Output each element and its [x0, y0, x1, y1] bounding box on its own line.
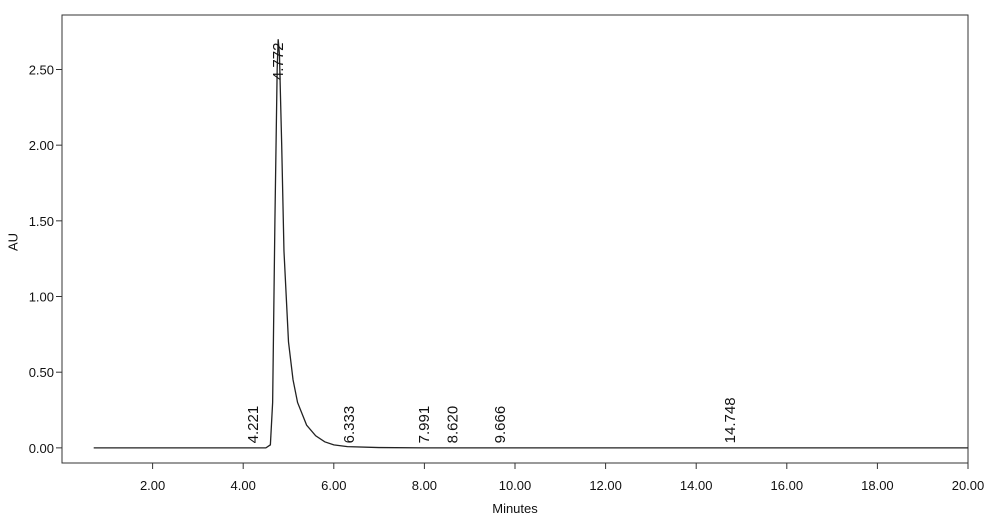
- x-tick-label: 14.00: [680, 478, 713, 493]
- y-axis-label: AU: [5, 233, 20, 251]
- peak-label: 6.333: [341, 406, 358, 444]
- y-tick-label: 1.00: [29, 290, 54, 305]
- y-tick-label: 2.00: [29, 138, 54, 153]
- x-tick-label: 4.00: [231, 478, 256, 493]
- peak-label: 4.772: [270, 43, 287, 81]
- chromatogram-line: [93, 39, 968, 449]
- peak-label: 4.221: [245, 406, 262, 444]
- x-tick-label: 10.00: [499, 478, 532, 493]
- peak-label: 9.666: [492, 406, 509, 444]
- x-tick-label: 18.00: [861, 478, 894, 493]
- y-tick-label: 1.50: [29, 214, 54, 229]
- y-tick-label: 0.50: [29, 365, 54, 380]
- x-tick-label: 12.00: [589, 478, 622, 493]
- x-axis-label: Minutes: [492, 501, 538, 516]
- x-tick-label: 8.00: [412, 478, 437, 493]
- x-tick-label: 20.00: [952, 478, 985, 493]
- peak-label: 14.748: [722, 397, 739, 443]
- peak-label: 7.991: [416, 406, 433, 444]
- plot-frame: [61, 14, 969, 464]
- x-tick-label: 2.00: [140, 478, 165, 493]
- y-tick-label: 0.00: [29, 441, 54, 456]
- x-tick-label: 16.00: [771, 478, 804, 493]
- y-tick-label: 2.50: [29, 62, 54, 77]
- x-tick-label: 6.00: [321, 478, 346, 493]
- peak-label: 8.620: [444, 406, 461, 444]
